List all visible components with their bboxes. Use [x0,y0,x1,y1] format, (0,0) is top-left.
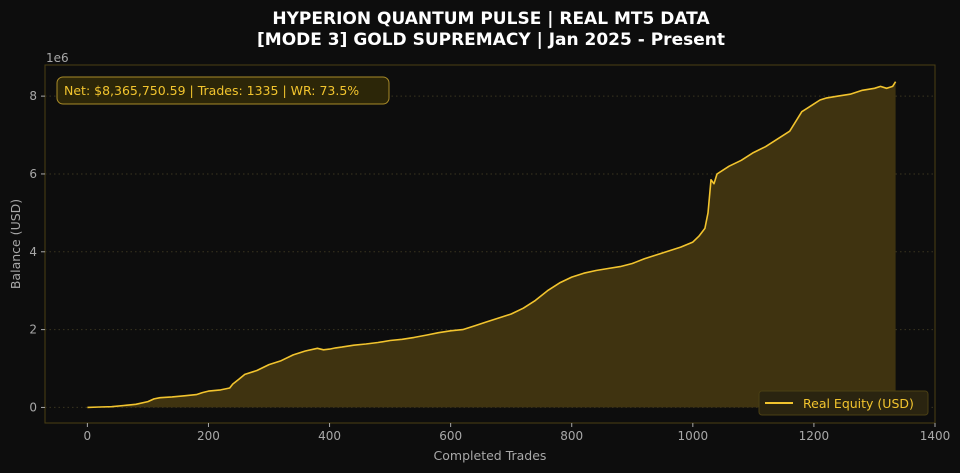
equity-series-line [87,81,897,409]
x-axis-ticks: 0 200 400 600 800 1000 1200 1400 [84,423,951,443]
y-tick-label: 0 [29,400,37,414]
x-axis-label: Completed Trades [434,448,547,463]
y-tick-label: 4 [29,245,37,259]
y-tick-label: 6 [29,167,37,181]
chart-title-line2: [MODE 3] GOLD SUPREMACY | Jan 2025 - Pre… [257,30,725,50]
plot-frame [44,64,936,424]
x-tick-label: 200 [197,429,220,443]
x-tick-label: 800 [560,429,583,443]
legend: Real Equity (USD) [758,390,929,416]
legend-entry-label: Real Equity (USD) [803,396,914,411]
x-tick-label: 400 [318,429,341,443]
plot-area [87,81,897,409]
x-tick-label: 1000 [678,429,709,443]
x-tick-label: 600 [439,429,462,443]
y-axis-ticks: 0 2 4 6 8 [29,89,45,414]
x-tick-label: 1200 [799,429,830,443]
y-tick-label: 2 [29,323,37,337]
equity-area-fill [87,81,896,408]
x-tick-label: 1400 [920,429,951,443]
stats-annotation-box: Net: $8,365,750.59 | Trades: 1335 | WR: … [56,76,390,105]
stats-annotation: Net: $8,365,750.59 | Trades: 1335 | WR: … [64,83,359,98]
y-axis-label: Balance (USD) [8,199,23,289]
y-tick-label: 8 [29,89,37,103]
y-offset-label: 1e6 [46,51,69,65]
x-tick-label: 0 [84,429,92,443]
chart-title-line1: HYPERION QUANTUM PULSE | REAL MT5 DATA [272,9,710,29]
